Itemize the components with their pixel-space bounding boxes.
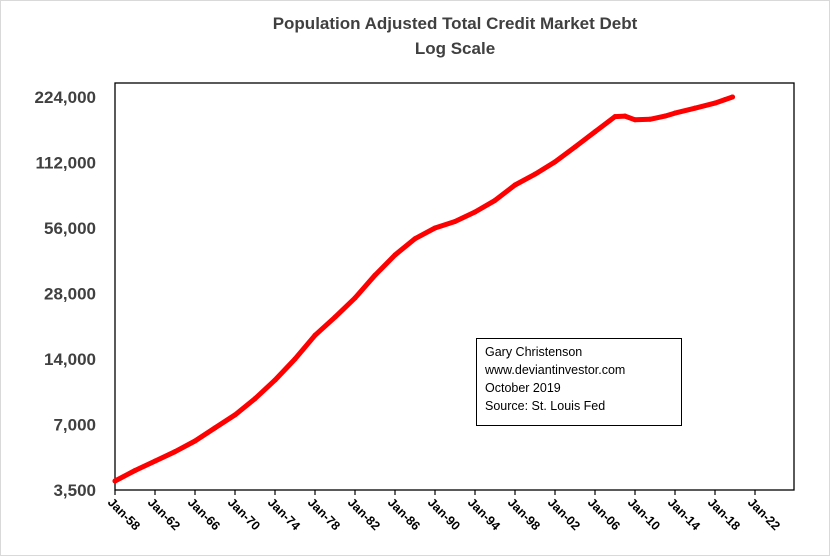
- y-tick-label: 28,000: [44, 285, 96, 304]
- y-tick-label: 112,000: [35, 154, 96, 173]
- x-tick-label: Jan-06: [585, 495, 623, 533]
- y-tick-label: 7,000: [53, 416, 96, 435]
- data-point: [372, 272, 378, 278]
- data-point: [112, 478, 118, 484]
- chart-title: Population Adjusted Total Credit Market …: [272, 14, 638, 33]
- x-tick-label: Jan-74: [265, 495, 303, 533]
- annotation-website: www.deviantinvestor.com: [485, 363, 626, 377]
- x-tick-label: Jan-70: [225, 495, 263, 533]
- y-tick-label: 3,500: [53, 481, 96, 500]
- data-point: [662, 113, 668, 119]
- x-tick-label: Jan-94: [465, 495, 503, 533]
- x-tick-label: Jan-66: [185, 495, 223, 533]
- data-point: [612, 114, 618, 120]
- data-point: [572, 144, 578, 150]
- data-point: [192, 438, 198, 444]
- x-tick-label: Jan-58: [105, 495, 143, 533]
- data-point: [392, 252, 398, 258]
- data-point: [622, 113, 628, 119]
- annotation-date: October 2019: [485, 381, 561, 395]
- data-point: [412, 236, 418, 242]
- data-point: [647, 116, 653, 122]
- x-tick-label: Jan-82: [345, 495, 383, 533]
- data-point: [352, 295, 358, 301]
- x-tick-label: Jan-90: [425, 495, 463, 533]
- data-point: [712, 100, 718, 106]
- x-tick-label: Jan-22: [745, 495, 783, 533]
- data-point: [532, 171, 538, 177]
- y-tick-label: 224,000: [35, 88, 96, 107]
- x-tick-label: Jan-18: [705, 495, 743, 533]
- data-point: [172, 449, 178, 455]
- data-point: [232, 412, 238, 418]
- data-point: [432, 225, 438, 231]
- y-tick-label: 56,000: [44, 219, 96, 238]
- data-point: [472, 209, 478, 215]
- x-tick-label: Jan-02: [545, 495, 583, 533]
- data-point: [672, 110, 678, 116]
- data-point: [272, 377, 278, 383]
- data-point: [730, 94, 735, 100]
- data-point: [512, 182, 518, 188]
- data-point: [722, 97, 728, 103]
- data-point: [212, 425, 218, 431]
- data-point: [292, 356, 298, 362]
- annotation-box: Gary Christenson www.deviantinvestor.com…: [476, 338, 682, 426]
- chart-subtitle: Log Scale: [414, 39, 496, 58]
- data-point: [452, 218, 458, 224]
- y-tick-label: 14,000: [44, 350, 96, 369]
- data-point: [132, 468, 138, 474]
- annotation-source: Source: St. Louis Fed: [485, 399, 606, 413]
- data-point: [252, 396, 258, 402]
- x-tick-label: Jan-78: [305, 495, 343, 533]
- x-tick-label: Jan-98: [505, 495, 543, 533]
- x-tick-label: Jan-86: [385, 495, 423, 533]
- data-point: [312, 332, 318, 338]
- x-tick-label: Jan-62: [145, 495, 183, 533]
- x-tick-label: Jan-14: [665, 495, 703, 533]
- data-point: [152, 458, 158, 464]
- data-point: [552, 159, 558, 165]
- x-tick-label: Jan-10: [625, 495, 663, 533]
- data-point: [592, 129, 598, 135]
- data-point: [332, 314, 338, 320]
- data-point: [692, 105, 698, 111]
- data-point: [492, 197, 498, 203]
- annotation-author: Gary Christenson: [485, 345, 583, 359]
- data-point: [632, 117, 638, 123]
